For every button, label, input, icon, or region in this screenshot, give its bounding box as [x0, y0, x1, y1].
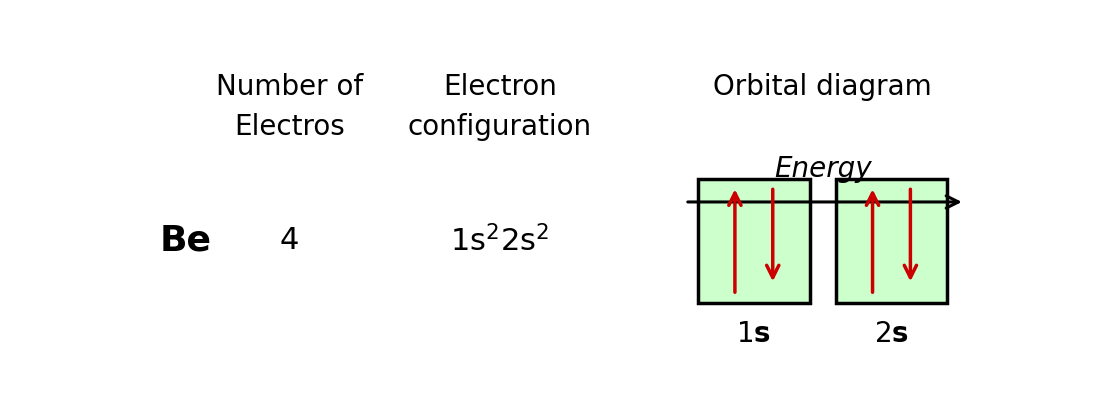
Bar [698, 179, 809, 303]
Bar [836, 179, 948, 303]
Text: Electros: Electros [234, 114, 345, 141]
Text: configuration: configuration [408, 114, 592, 141]
Text: $\mathit{1}$s: $\mathit{1}$s [736, 320, 771, 348]
Text: Number of: Number of [215, 73, 363, 101]
Text: $\mathregular{1s^{2}2s^{2}}$: $\mathregular{1s^{2}2s^{2}}$ [451, 224, 549, 257]
Text: 4: 4 [280, 226, 299, 255]
Text: $\mathit{2}$s: $\mathit{2}$s [874, 320, 909, 348]
Text: Orbital diagram: Orbital diagram [714, 73, 932, 101]
Text: Be: Be [160, 224, 212, 258]
Text: Electron: Electron [443, 73, 557, 101]
Text: Energy: Energy [774, 156, 871, 183]
